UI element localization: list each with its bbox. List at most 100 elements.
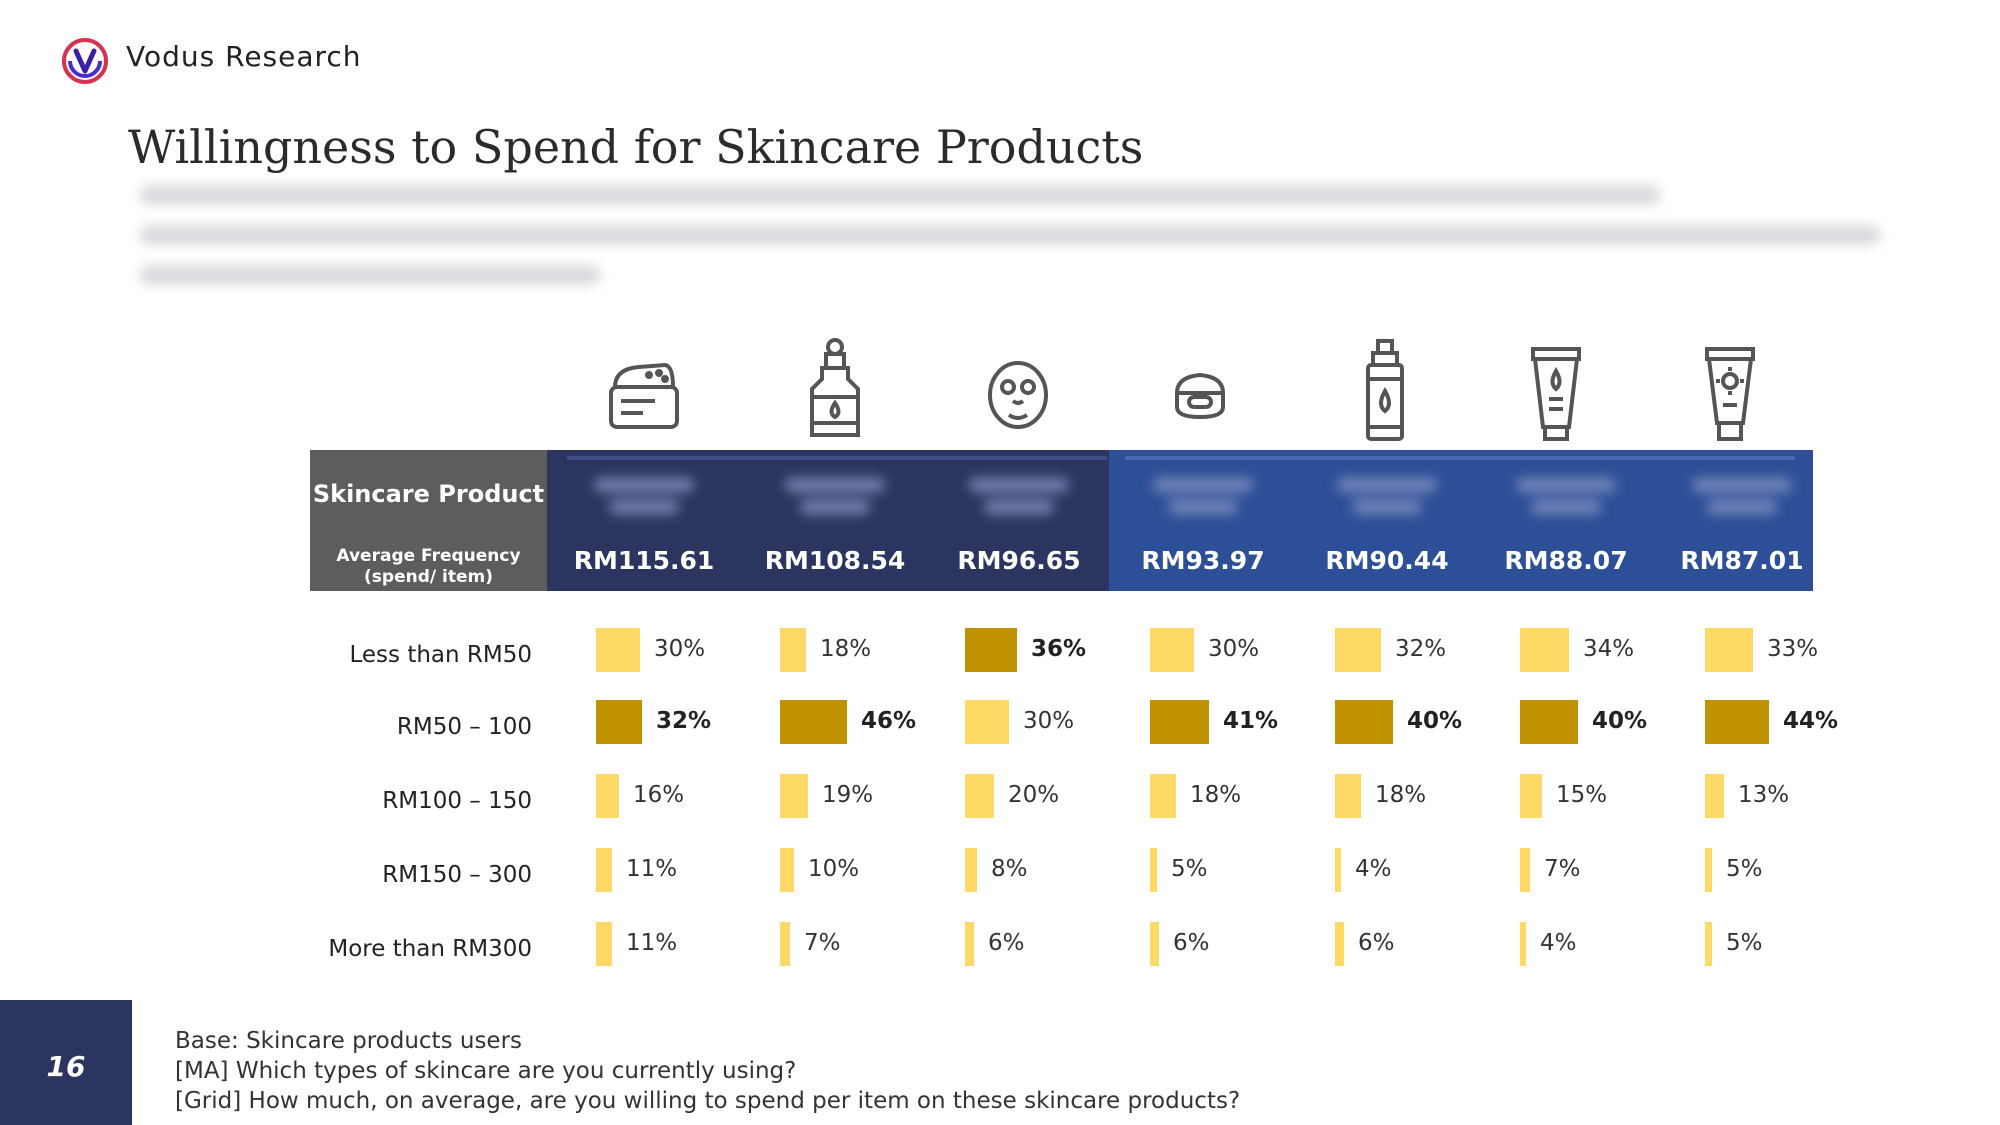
value-label-product-3-row-3: 20% bbox=[1008, 782, 1060, 808]
avg-price-1: RM115.61 bbox=[573, 546, 715, 575]
bar-product-4-row-1 bbox=[1150, 628, 1194, 672]
footnote-question-2: [Grid] How much, on average, are you wil… bbox=[175, 1088, 1241, 1114]
value-label-product-4-row-1: 30% bbox=[1208, 636, 1260, 662]
cleanser-tube-icon bbox=[1531, 347, 1581, 441]
value-label-product-5-row-4: 4% bbox=[1355, 856, 1392, 882]
toner-bottle-icon bbox=[1366, 339, 1404, 441]
bar-product-1-row-5 bbox=[596, 922, 612, 966]
row-label-3: RM100 – 150 bbox=[382, 788, 532, 814]
value-label-product-2-row-2: 46% bbox=[861, 708, 917, 734]
avg-frequency-label: Average Frequency bbox=[336, 546, 521, 566]
value-label-product-3-row-2: 30% bbox=[1023, 708, 1075, 734]
page-number: 16 bbox=[46, 1050, 86, 1083]
blurred-product-name bbox=[1501, 470, 1631, 530]
footnote-base: Base: Skincare products users bbox=[175, 1028, 523, 1054]
bar-product-6-row-3 bbox=[1520, 774, 1542, 818]
value-label-product-4-row-2: 41% bbox=[1223, 708, 1279, 734]
bar-product-1-row-4 bbox=[596, 848, 612, 892]
value-label-product-7-row-2: 44% bbox=[1783, 708, 1839, 734]
value-label-product-1-row-3: 16% bbox=[633, 782, 685, 808]
spend-per-item-label: (spend/ item) bbox=[364, 567, 493, 587]
header-group-line-2 bbox=[1125, 456, 1795, 460]
row-label-1: Less than RM50 bbox=[349, 642, 532, 668]
value-label-product-1-row-2: 32% bbox=[656, 708, 712, 734]
value-label-product-5-row-2: 40% bbox=[1407, 708, 1463, 734]
avg-price-2: RM108.54 bbox=[764, 546, 906, 575]
value-label-product-1-row-5: 11% bbox=[626, 930, 678, 956]
value-label-product-7-row-3: 13% bbox=[1738, 782, 1790, 808]
bar-product-3-row-4 bbox=[965, 848, 977, 892]
blurred-product-name bbox=[1322, 470, 1452, 530]
serum-bottle-icon bbox=[810, 338, 860, 437]
face-mask-icon bbox=[988, 361, 1048, 429]
value-label-product-1-row-1: 30% bbox=[654, 636, 706, 662]
bar-product-6-row-4 bbox=[1520, 848, 1530, 892]
footnote-question-1: [MA] Which types of skincare are you cur… bbox=[175, 1058, 797, 1084]
bar-product-5-row-1 bbox=[1335, 628, 1381, 672]
value-label-product-7-row-5: 5% bbox=[1726, 930, 1763, 956]
bar-product-2-row-5 bbox=[780, 922, 790, 966]
bar-product-2-row-3 bbox=[780, 774, 808, 818]
value-label-product-6-row-5: 4% bbox=[1540, 930, 1577, 956]
bar-product-7-row-4 bbox=[1705, 848, 1712, 892]
value-label-product-3-row-1: 36% bbox=[1031, 636, 1087, 662]
avg-price-3: RM96.65 bbox=[957, 546, 1081, 575]
bar-product-4-row-5 bbox=[1150, 922, 1159, 966]
bar-product-4-row-2 bbox=[1150, 700, 1209, 744]
value-label-product-2-row-1: 18% bbox=[820, 636, 872, 662]
value-label-product-2-row-5: 7% bbox=[804, 930, 841, 956]
blurred-summary bbox=[140, 186, 1900, 306]
moisturizer-jar-icon bbox=[1174, 372, 1226, 420]
blurred-product-name bbox=[1138, 470, 1268, 530]
bar-product-7-row-2 bbox=[1705, 700, 1769, 744]
bar-product-6-row-2 bbox=[1520, 700, 1578, 744]
value-label-product-1-row-4: 11% bbox=[626, 856, 678, 882]
value-label-product-7-row-4: 5% bbox=[1726, 856, 1763, 882]
header-group-line-1 bbox=[567, 456, 1107, 460]
bar-product-5-row-3 bbox=[1335, 774, 1361, 818]
value-label-product-2-row-4: 10% bbox=[808, 856, 860, 882]
sunscreen-tube-icon bbox=[1705, 347, 1755, 441]
bar-product-2-row-1 bbox=[780, 628, 806, 672]
value-label-product-3-row-4: 8% bbox=[991, 856, 1028, 882]
blurred-product-name bbox=[770, 470, 900, 530]
table-header-dark bbox=[547, 450, 1109, 591]
bar-product-3-row-5 bbox=[965, 922, 974, 966]
bar-product-3-row-2 bbox=[965, 700, 1009, 744]
vodus-logo-icon bbox=[62, 38, 108, 84]
blurred-product-name bbox=[954, 470, 1084, 530]
value-label-product-6-row-1: 34% bbox=[1583, 636, 1635, 662]
table-header-left: Skincare Product Average Frequency (spen… bbox=[310, 450, 547, 591]
avg-price-5: RM90.44 bbox=[1325, 546, 1449, 575]
value-label-product-7-row-1: 33% bbox=[1767, 636, 1819, 662]
bar-product-5-row-2 bbox=[1335, 700, 1393, 744]
value-label-product-6-row-2: 40% bbox=[1592, 708, 1648, 734]
bar-product-1-row-1 bbox=[596, 628, 640, 672]
skincare-product-label: Skincare Product bbox=[312, 480, 545, 508]
avg-price-6: RM88.07 bbox=[1504, 546, 1628, 575]
value-label-product-6-row-3: 15% bbox=[1556, 782, 1608, 808]
page-title: Willingness to Spend for Skincare Produc… bbox=[128, 120, 1144, 174]
bar-product-6-row-5 bbox=[1520, 922, 1526, 966]
table-header-blue bbox=[1109, 450, 1813, 591]
value-label-product-4-row-4: 5% bbox=[1171, 856, 1208, 882]
cream-jar-icon bbox=[609, 362, 679, 429]
blurred-product-name bbox=[579, 470, 709, 530]
row-label-4: RM150 – 300 bbox=[382, 862, 532, 888]
page-number-box bbox=[0, 1000, 132, 1125]
value-label-product-6-row-4: 7% bbox=[1544, 856, 1581, 882]
bar-product-1-row-2 bbox=[596, 700, 642, 744]
bar-product-5-row-4 bbox=[1335, 848, 1341, 892]
bar-product-7-row-3 bbox=[1705, 774, 1724, 818]
value-label-product-4-row-5: 6% bbox=[1173, 930, 1210, 956]
bar-product-2-row-4 bbox=[780, 848, 794, 892]
value-label-product-5-row-5: 6% bbox=[1358, 930, 1395, 956]
bar-product-1-row-3 bbox=[596, 774, 619, 818]
bar-product-7-row-1 bbox=[1705, 628, 1753, 672]
row-label-5: More than RM300 bbox=[328, 936, 532, 962]
bar-product-4-row-3 bbox=[1150, 774, 1176, 818]
avg-price-4: RM93.97 bbox=[1141, 546, 1265, 575]
bar-product-3-row-1 bbox=[965, 628, 1017, 672]
bar-product-4-row-4 bbox=[1150, 848, 1157, 892]
bar-product-3-row-3 bbox=[965, 774, 994, 818]
